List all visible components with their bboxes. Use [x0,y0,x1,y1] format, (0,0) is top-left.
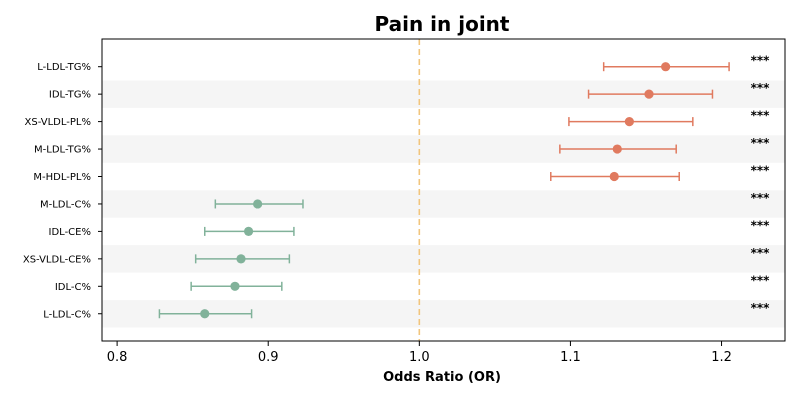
odds-ratio-point [253,199,263,209]
significance-label: *** [751,54,771,68]
odds-ratio-point [243,226,254,236]
significance-label: *** [751,136,771,150]
row-label: L-LDL-TG% [37,62,91,73]
row-label: XS-VLDL-CE% [23,254,91,265]
x-tick-label: 1.1 [560,350,581,365]
significance-label: *** [751,218,771,232]
chart-title: Pain in joint [375,12,510,36]
odds-ratio-point [230,281,240,291]
significance-label: *** [751,109,771,123]
data-rows: L-LDL-TG% ***IDL-TG% ***XS-VLDL-PL%***M-LD… [23,54,770,321]
odds-ratio-point [612,144,622,154]
row-label: IDL-C% [55,282,91,293]
x-axis-label: Odds Ratio (OR) [383,370,501,385]
significance-label: *** [751,81,771,95]
odds-ratio-point [661,62,671,72]
row-band [102,190,785,218]
forest-row: L-LDL-C% *** [43,301,770,321]
row-label: IDL-TG% [49,90,91,101]
x-axis: 0.8 0.9 1.0 1.1 1.2 [107,341,732,365]
forest-row: IDL-TG% *** [49,81,770,101]
row-label: IDL-CE% [49,227,91,238]
forest-row: IDL-C% *** [55,273,770,293]
significance-label: *** [751,191,771,205]
row-band [102,135,785,163]
row-label: L-LDL-C% [43,309,91,320]
forest-row: XS-VLDL-PL% *** [25,109,771,129]
x-tick-label: 1.2 [711,350,732,365]
x-tick-label: 1.0 [409,350,430,365]
row-label: M-HDL-PL% [33,172,91,183]
row-bands [102,80,785,328]
row-label: M-LDL-C% [40,199,91,210]
odds-ratio-point [200,309,210,319]
forest-row: L-LDL-TG% *** [37,54,770,74]
forest-row: M-HDL-PL% *** [33,164,770,184]
forest-row: M-LDL-C% *** [40,191,770,211]
significance-label: *** [751,246,771,260]
odds-ratio-point [644,89,654,99]
odds-ratio-point [624,117,634,127]
plot-frame [101,38,786,342]
row-label: XS-VLDL-PL% [25,117,91,128]
forest-row: IDL-CE% *** [49,218,771,238]
forest-row: M-LDL-TG% *** [34,136,770,156]
x-tick-label: 0.9 [258,350,279,365]
significance-label: *** [751,164,771,178]
significance-label: *** [751,301,771,315]
odds-ratio-point [609,171,619,182]
row-label: M-LDL-TG% [34,145,91,156]
forest-row: XS-VLDL-CE% *** [23,246,770,266]
significance-label: *** [751,273,771,287]
odds-ratio-point [236,254,246,264]
x-tick-label: 0.8 [107,350,128,365]
